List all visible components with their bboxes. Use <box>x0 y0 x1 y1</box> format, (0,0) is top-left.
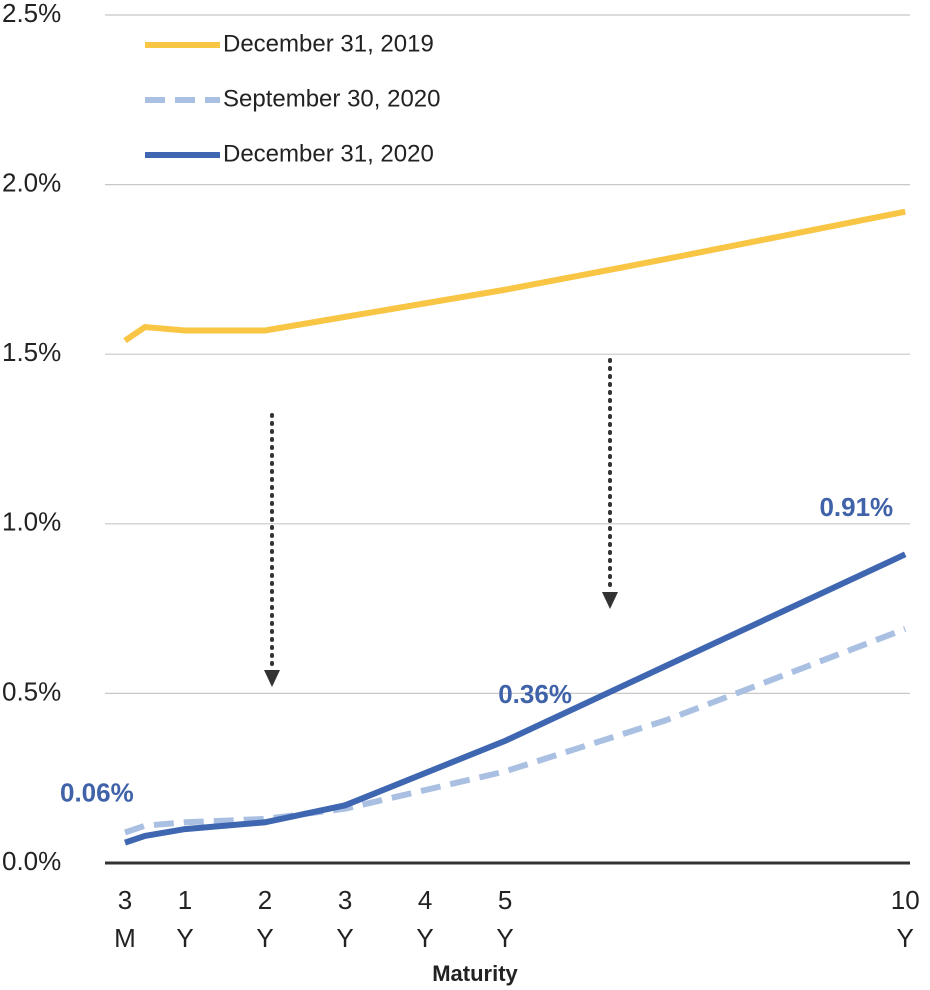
data-label: 0.36% <box>498 679 572 709</box>
y-tick-label: 2.0% <box>2 167 61 197</box>
y-tick-label: 1.0% <box>2 507 61 537</box>
x-tick-label: 1 <box>178 885 192 915</box>
arrow-head <box>602 592 618 609</box>
legend-label: September 30, 2020 <box>223 85 441 112</box>
data-label: 0.06% <box>60 778 134 808</box>
y-tick-label: 0.5% <box>2 676 61 706</box>
y-tick-label: 2.5% <box>2 0 61 28</box>
x-axis-label: Maturity <box>432 961 518 986</box>
series-line <box>124 551 907 846</box>
x-tick-label: Y <box>416 923 433 953</box>
data-label: 0.91% <box>819 492 893 522</box>
x-tick-label: 3 <box>118 885 132 915</box>
series-line <box>123 208 906 344</box>
x-tick-label: 3 <box>338 885 352 915</box>
x-tick-label: 10 <box>891 885 920 915</box>
x-tick-label: Y <box>496 923 513 953</box>
legend-label: December 31, 2019 <box>223 30 434 57</box>
y-tick-label: 1.5% <box>2 337 61 367</box>
x-tick-label: 2 <box>258 885 272 915</box>
x-tick-label: Y <box>176 923 193 953</box>
legend-label: December 31, 2020 <box>223 140 434 167</box>
y-tick-label: 0.0% <box>2 846 61 876</box>
x-tick-label: Y <box>256 923 273 953</box>
series-line <box>124 626 907 836</box>
x-tick-label: Y <box>897 923 914 953</box>
x-tick-label: M <box>114 923 136 953</box>
arrow-head <box>264 670 280 687</box>
x-tick-label: 4 <box>418 885 432 915</box>
x-tick-label: 5 <box>498 885 512 915</box>
x-tick-label: Y <box>336 923 353 953</box>
